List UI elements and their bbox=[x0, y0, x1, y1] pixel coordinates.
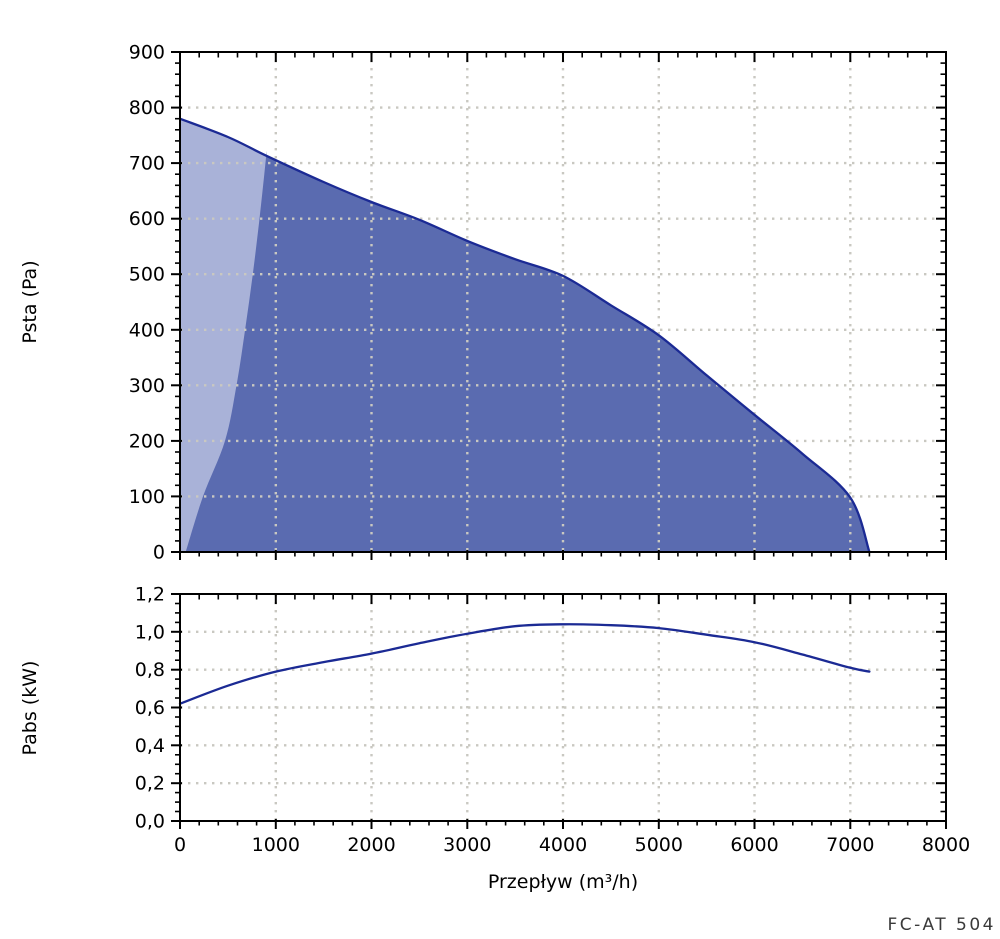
operating-area bbox=[185, 150, 870, 552]
flow-axis-title: Przepływ (m³/h) bbox=[488, 871, 638, 893]
x-tick-label: 6000 bbox=[730, 834, 778, 856]
x-tick-label: 4000 bbox=[539, 834, 587, 856]
y-tick-label: 700 bbox=[129, 153, 165, 175]
y-tick-label: 0,0 bbox=[135, 811, 165, 833]
psta-tick-labels: 0 100 200 300 400 500 600 700 800 900 bbox=[129, 42, 165, 564]
psta-gridlines bbox=[180, 52, 946, 552]
fan-curve-psta-line bbox=[178, 117, 871, 554]
pabs-gridlines bbox=[180, 594, 946, 821]
power-curve-pabs-line bbox=[178, 623, 871, 705]
pabs-tick-labels: 0,0 0,2 0,4 0,6 0,8 1,0 1,2 0 1000 2000 3000 4000 50… bbox=[135, 584, 970, 857]
y-tick-label: 900 bbox=[129, 42, 165, 64]
psta-area-fills bbox=[180, 118, 870, 552]
y-tick-label: 400 bbox=[129, 319, 165, 341]
y-tick-label: 200 bbox=[129, 430, 165, 452]
y-tick-label: 0,4 bbox=[135, 735, 165, 757]
x-tick-label: 0 bbox=[174, 834, 186, 856]
y-tick-label: 300 bbox=[129, 375, 165, 397]
y-tick-label: 0,8 bbox=[135, 659, 165, 681]
x-tick-label: 7000 bbox=[826, 834, 874, 856]
psta-curves bbox=[178, 117, 871, 554]
fan-model-label: FC-AT 504 bbox=[888, 915, 996, 935]
psta-axis-title: Psta (Pa) bbox=[19, 260, 41, 343]
y-tick-label: 800 bbox=[129, 97, 165, 119]
x-tick-label: 3000 bbox=[443, 834, 491, 856]
y-tick-label: 100 bbox=[129, 486, 165, 508]
y-tick-label: 0 bbox=[153, 542, 165, 564]
x-tick-label: 8000 bbox=[922, 834, 970, 856]
y-tick-label: 1,0 bbox=[135, 621, 165, 643]
y-tick-label: 600 bbox=[129, 208, 165, 230]
x-tick-label: 2000 bbox=[347, 834, 395, 856]
x-tick-label: 5000 bbox=[635, 834, 683, 856]
pabs-axis-title: Pabs (kW) bbox=[19, 661, 41, 756]
pabs-chart-panel: 0,0 0,2 0,4 0,6 0,8 1,0 1,2 0 1000 2000 3000 4000 50… bbox=[135, 584, 970, 857]
y-tick-label: 0,6 bbox=[135, 697, 165, 719]
pabs-axes bbox=[171, 593, 947, 829]
pabs-curves bbox=[178, 623, 871, 705]
y-tick-label: 500 bbox=[129, 264, 165, 286]
y-tick-label: 1,2 bbox=[135, 584, 165, 606]
x-tick-label: 1000 bbox=[252, 834, 300, 856]
y-tick-label: 0,2 bbox=[135, 773, 165, 795]
psta-axes bbox=[171, 51, 947, 560]
psta-chart-panel: 0 100 200 300 400 500 600 700 800 900 bbox=[129, 42, 947, 564]
